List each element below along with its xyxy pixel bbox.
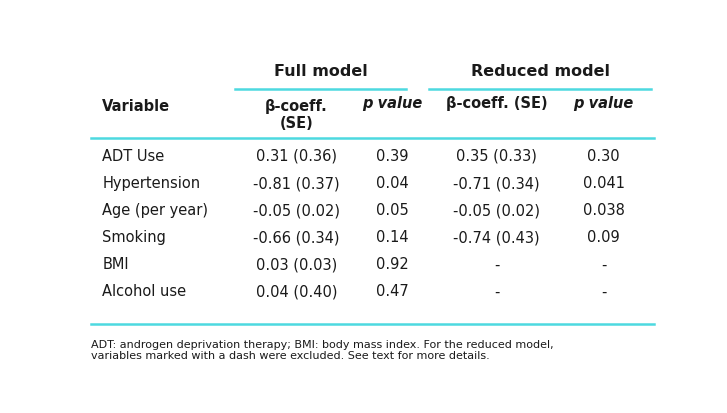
Text: 0.35 (0.33): 0.35 (0.33) xyxy=(456,149,537,164)
Text: -0.05 (0.02): -0.05 (0.02) xyxy=(453,203,540,218)
Text: p value: p value xyxy=(362,96,422,111)
Text: 0.92: 0.92 xyxy=(376,257,409,272)
Text: Hypertension: Hypertension xyxy=(102,176,200,191)
Text: -: - xyxy=(601,284,606,299)
Text: -0.81 (0.37): -0.81 (0.37) xyxy=(253,176,340,191)
Text: -0.05 (0.02): -0.05 (0.02) xyxy=(253,203,340,218)
Text: Age (per year): Age (per year) xyxy=(102,203,208,218)
Text: Variable: Variable xyxy=(102,99,170,114)
Text: -: - xyxy=(601,257,606,272)
Text: 0.041: 0.041 xyxy=(582,176,624,191)
Text: 0.038: 0.038 xyxy=(582,203,624,218)
Text: 0.09: 0.09 xyxy=(587,230,620,244)
Text: β-coeff. (SE): β-coeff. (SE) xyxy=(446,96,547,111)
Text: -: - xyxy=(494,284,499,299)
Text: Alcohol use: Alcohol use xyxy=(102,284,186,299)
Text: 0.03 (0.03): 0.03 (0.03) xyxy=(256,257,337,272)
Text: 0.31 (0.36): 0.31 (0.36) xyxy=(256,149,337,164)
Text: ADT Use: ADT Use xyxy=(102,149,164,164)
Text: 0.39: 0.39 xyxy=(376,149,409,164)
Text: 0.05: 0.05 xyxy=(376,203,409,218)
Text: BMI: BMI xyxy=(102,257,129,272)
Text: 0.14: 0.14 xyxy=(376,230,409,244)
Text: ADT: androgen deprivation therapy; BMI: body mass index. For the reduced model,
: ADT: androgen deprivation therapy; BMI: … xyxy=(91,339,553,361)
Text: -: - xyxy=(494,257,499,272)
Text: -0.71 (0.34): -0.71 (0.34) xyxy=(453,176,540,191)
Text: -0.74 (0.43): -0.74 (0.43) xyxy=(453,230,540,244)
Text: Smoking: Smoking xyxy=(102,230,166,244)
Text: β-coeff.
(SE): β-coeff. (SE) xyxy=(265,99,328,131)
Text: 0.30: 0.30 xyxy=(587,149,620,164)
Text: 0.04: 0.04 xyxy=(376,176,409,191)
Text: Full model: Full model xyxy=(273,64,367,79)
Text: p value: p value xyxy=(574,96,634,111)
Text: 0.47: 0.47 xyxy=(376,284,409,299)
Text: -0.66 (0.34): -0.66 (0.34) xyxy=(253,230,340,244)
Text: Reduced model: Reduced model xyxy=(470,64,610,79)
Text: 0.04 (0.40): 0.04 (0.40) xyxy=(256,284,337,299)
